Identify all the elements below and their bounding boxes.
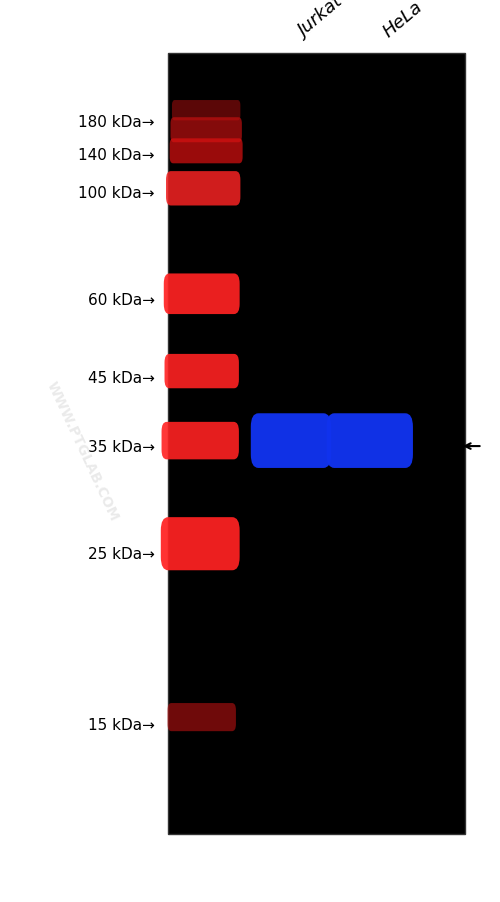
Text: HeLa: HeLa [380, 0, 426, 41]
Text: WWW.PTGLAB.COM: WWW.PTGLAB.COM [44, 379, 121, 523]
FancyBboxPatch shape [170, 139, 242, 164]
FancyBboxPatch shape [251, 414, 331, 468]
FancyBboxPatch shape [170, 118, 242, 143]
Bar [168, 54, 465, 834]
FancyBboxPatch shape [168, 704, 236, 732]
FancyBboxPatch shape [166, 172, 240, 207]
Text: 35 kDa→: 35 kDa→ [88, 439, 155, 454]
Text: 60 kDa→: 60 kDa→ [88, 292, 155, 308]
Text: 25 kDa→: 25 kDa→ [88, 546, 155, 561]
FancyBboxPatch shape [172, 101, 240, 121]
FancyBboxPatch shape [164, 274, 240, 315]
Text: Jurkat: Jurkat [295, 0, 346, 41]
Text: 15 kDa→: 15 kDa→ [88, 718, 155, 732]
Text: 140 kDa→: 140 kDa→ [78, 148, 155, 163]
FancyBboxPatch shape [161, 518, 240, 571]
Text: 180 kDa→: 180 kDa→ [78, 115, 155, 130]
Text: 45 kDa→: 45 kDa→ [88, 371, 155, 385]
Text: 100 kDa→: 100 kDa→ [78, 186, 155, 200]
FancyBboxPatch shape [164, 354, 239, 389]
FancyBboxPatch shape [162, 422, 239, 460]
FancyBboxPatch shape [326, 414, 413, 468]
